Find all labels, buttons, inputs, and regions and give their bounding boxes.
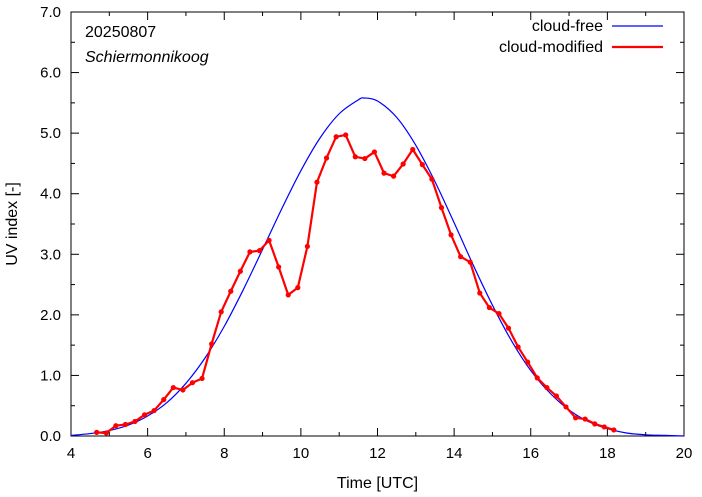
x-tick-label: 18 (599, 445, 616, 462)
data-point-cloud-modified (295, 285, 301, 291)
data-point-cloud-modified (582, 416, 588, 422)
x-tick-label: 4 (67, 445, 75, 462)
data-point-cloud-modified (448, 232, 454, 238)
data-point-cloud-modified (467, 259, 473, 265)
series-layer (70, 97, 685, 437)
data-point-cloud-modified (113, 423, 119, 429)
data-point-cloud-modified (592, 421, 598, 427)
data-point-cloud-modified (544, 384, 550, 391)
data-point-cloud-modified (141, 412, 148, 418)
data-point-cloud-modified (429, 176, 435, 182)
data-point-cloud-modified (161, 397, 167, 403)
data-point-cloud-modified (103, 430, 109, 436)
legend-label-cloud-modified: cloud-modified (499, 39, 603, 56)
data-point-cloud-modified (505, 325, 512, 331)
data-point-cloud-modified (410, 146, 416, 153)
data-point-cloud-modified (170, 384, 176, 391)
x-tick-label: 16 (522, 445, 539, 462)
y-tick-label: 1.0 (40, 367, 61, 384)
data-point-cloud-modified (496, 311, 502, 317)
data-point-cloud-modified (525, 359, 531, 365)
y-tick-label: 6.0 (40, 65, 61, 82)
legend: cloud-free cloud-modified (499, 18, 663, 56)
data-point-cloud-modified (381, 170, 387, 176)
legend-label-cloud-free: cloud-free (532, 18, 603, 35)
y-tick-label: 5.0 (40, 125, 61, 142)
x-tick-label: 6 (143, 445, 151, 462)
data-point-cloud-modified (247, 249, 253, 255)
data-point-cloud-modified (390, 173, 397, 179)
data-point-cloud-modified (352, 154, 358, 160)
data-point-cloud-modified (218, 309, 224, 315)
x-axis-title: Time [UTC] (337, 475, 418, 492)
data-point-cloud-modified (122, 421, 129, 428)
data-point-cloud-modified (199, 375, 205, 382)
data-point-cloud-modified (228, 288, 234, 294)
data-point-cloud-modified (132, 418, 138, 425)
data-point-cloud-modified (458, 254, 464, 260)
series-line-cloud-free (70, 97, 685, 437)
data-point-cloud-modified (419, 162, 425, 168)
y-tick-label: 3.0 (40, 246, 61, 263)
y-axis-title: UV index [-] (4, 182, 21, 266)
data-point-cloud-modified (563, 404, 569, 410)
data-point-cloud-modified (237, 268, 243, 274)
data-point-cloud-modified (209, 341, 215, 347)
date-annotation: 20250807 (85, 24, 156, 41)
data-point-cloud-modified (323, 155, 330, 161)
data-point-cloud-modified (304, 243, 310, 250)
y-tick-label: 7.0 (40, 4, 61, 21)
data-point-cloud-modified (343, 132, 349, 138)
y-tick-label: 4.0 (40, 186, 61, 203)
x-tick-label: 14 (446, 445, 463, 462)
data-point-cloud-modified (151, 407, 157, 414)
data-point-cloud-modified (276, 264, 282, 270)
plot-frame (70, 11, 685, 437)
axis-ticks (70, 11, 685, 437)
data-point-cloud-modified (94, 429, 100, 435)
data-point-cloud-modified (333, 134, 339, 140)
station-annotation: Schiermonnikoog (85, 49, 209, 66)
data-point-cloud-modified (534, 375, 540, 381)
data-point-cloud-modified (371, 149, 378, 155)
data-point-cloud-modified (486, 304, 492, 311)
data-point-cloud-modified (400, 161, 406, 167)
y-tick-label: 2.0 (40, 307, 61, 324)
x-tick-label: 20 (676, 445, 693, 462)
y-tick-labels: 0.0 1.0 2.0 3.0 4.0 5.0 6.0 7.0 (40, 4, 61, 445)
data-point-cloud-modified (601, 424, 607, 430)
x-tick-label: 8 (220, 445, 228, 462)
data-point-cloud-modified (477, 290, 483, 296)
data-point-cloud-modified (189, 380, 196, 386)
x-tick-label: 10 (293, 445, 310, 462)
data-point-cloud-modified (611, 427, 617, 433)
x-tick-label: 12 (369, 445, 386, 462)
data-point-cloud-modified (285, 292, 291, 298)
data-point-cloud-modified (180, 387, 186, 393)
data-point-cloud-modified (438, 205, 445, 211)
data-point-cloud-modified (553, 393, 560, 399)
x-tick-labels: 4 6 8 10 12 14 16 18 20 (67, 445, 693, 462)
y-tick-label: 0.0 (40, 428, 61, 445)
data-point-cloud-modified (572, 415, 579, 421)
data-point-cloud-modified (515, 344, 521, 350)
data-point-cloud-modified (314, 179, 320, 185)
data-point-cloud-modified (362, 155, 368, 162)
data-point-cloud-modified (256, 248, 263, 254)
data-point-cloud-modified (266, 237, 272, 243)
